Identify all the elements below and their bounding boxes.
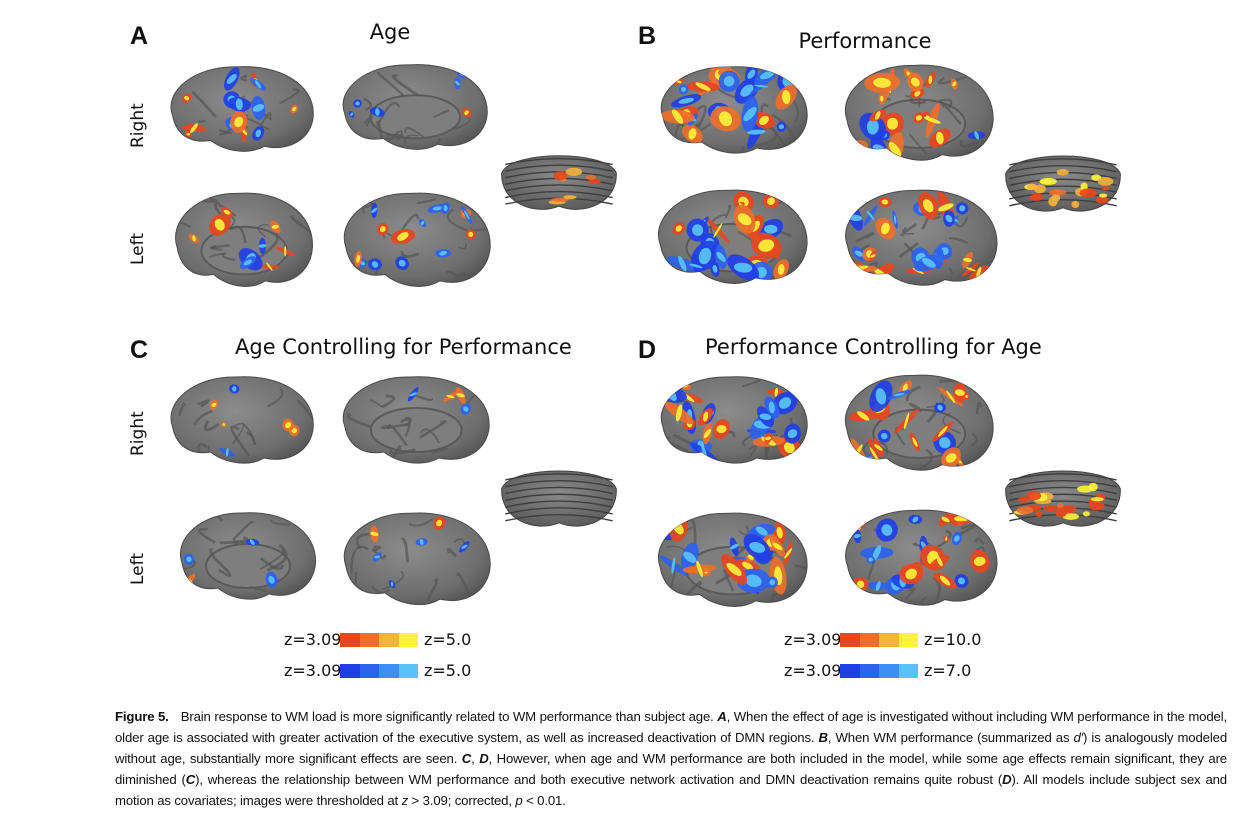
scale-age-pos-max: z=5.0	[424, 630, 472, 649]
brain-b-left-lateral	[845, 189, 998, 286]
scale-perf-neg-min: z=3.09	[784, 661, 842, 680]
hemisphere-label-left-c: Left	[128, 553, 148, 585]
panel-letter-d: D	[638, 336, 657, 364]
caption-text: ,	[471, 751, 480, 766]
panel-letter-b: B	[638, 22, 657, 50]
caption-text: , However, when age and WM performance a…	[115, 751, 1227, 787]
caption-ref-c2: C	[185, 772, 196, 787]
caption-text: , When the effect of age is investigated…	[115, 709, 1228, 745]
panel-title-b: Performance	[798, 29, 932, 53]
figure-label: Figure 5.	[115, 709, 169, 724]
swatch	[379, 664, 399, 678]
figure-caption: Figure 5. Brain response to WM load is mo…	[115, 706, 1227, 811]
scale-age-neg-max: z=5.0	[424, 661, 472, 680]
swatch	[340, 664, 360, 678]
cerebellum-a	[501, 155, 617, 210]
swatch	[340, 633, 360, 647]
scale-age-pos-bar	[340, 633, 418, 647]
caption-ref-b: B	[818, 730, 829, 745]
scale-age-pos-min: z=3.09	[284, 630, 342, 649]
swatch	[359, 664, 379, 678]
brain-c-right-medial	[342, 376, 490, 464]
scale-perf-pos-min: z=3.09	[784, 630, 842, 649]
swatch	[859, 664, 879, 678]
caption-text: < 0.01.	[522, 793, 566, 808]
cerebellum-d	[1005, 470, 1121, 527]
brain-d-left-lateral	[845, 509, 998, 606]
swatch	[398, 664, 418, 678]
caption-z: z	[401, 793, 409, 808]
cerebellum-b	[1005, 155, 1121, 212]
scale-perf-neg-bar	[840, 664, 918, 678]
brain-b-left-medial	[658, 189, 808, 284]
swatch	[898, 633, 918, 647]
brain-a-right-medial	[342, 64, 488, 150]
brain-a-right-lateral	[170, 66, 314, 152]
caption-text: > 3.09; corrected,	[408, 793, 516, 808]
brain-d-right-medial	[844, 374, 994, 471]
swatch	[859, 633, 879, 647]
caption-ref-d2: D	[1002, 772, 1012, 787]
caption-text: ) is analogously modeled without age, su…	[115, 730, 1228, 766]
swatch	[359, 633, 379, 647]
scale-perf-pos-bar	[840, 633, 918, 647]
brain-d-right-lateral	[660, 376, 808, 464]
caption-text: , When WM performance (summarized as	[827, 730, 1074, 745]
brain-a-left-lateral	[343, 192, 491, 287]
brain-b-right-medial	[844, 64, 994, 161]
caption-dprime: d′	[1073, 730, 1083, 745]
brain-d-left-medial	[658, 512, 808, 607]
caption-ref-d: D	[479, 751, 489, 766]
brain-b-right-lateral	[660, 66, 808, 154]
swatch	[879, 664, 899, 678]
caption-text: ). All models include subject sex and mo…	[115, 772, 1227, 808]
hemisphere-label-right-a: Right	[128, 103, 148, 148]
caption-text: Brain response to WM load is more signif…	[180, 709, 718, 724]
caption-text: ), whereas the relationship between WM p…	[195, 772, 1003, 787]
panel-title-d: Performance Controlling for Age	[705, 335, 1042, 359]
swatch	[879, 633, 899, 647]
panel-letter-c: C	[130, 336, 149, 364]
hemisphere-label-right-c: Right	[128, 411, 148, 456]
scale-perf-pos-max: z=10.0	[924, 630, 982, 649]
hemisphere-label-left-a: Left	[128, 233, 148, 265]
brain-c-right-lateral	[170, 376, 314, 464]
panel-title-a: Age	[369, 20, 411, 44]
brain-a-left-medial	[175, 192, 313, 287]
scale-perf-neg-max: z=7.0	[924, 661, 972, 680]
swatch	[840, 664, 860, 678]
caption-p: p	[515, 793, 523, 808]
swatch	[840, 633, 860, 647]
scale-age-neg-min: z=3.09	[284, 661, 342, 680]
caption-ref-c: C	[461, 751, 472, 766]
swatch	[398, 633, 418, 647]
swatch	[898, 664, 918, 678]
panel-title-c: Age Controlling for Performance	[235, 335, 572, 359]
caption-ref-a: A	[717, 709, 727, 724]
cerebellum-c	[501, 470, 617, 527]
brain-c-left-medial	[179, 512, 317, 600]
scale-age-neg-bar	[340, 664, 418, 678]
brain-c-left-lateral	[343, 512, 491, 606]
swatch	[379, 633, 399, 647]
panel-letter-a: A	[130, 22, 149, 50]
